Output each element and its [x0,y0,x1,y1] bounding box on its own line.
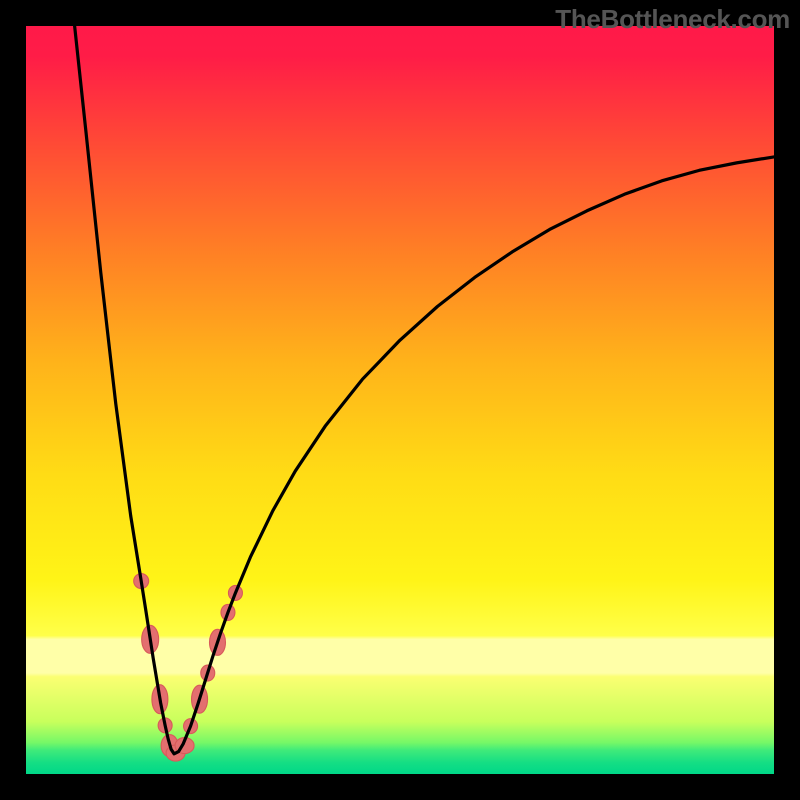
bottleneck-chart [0,0,800,800]
chart-frame: TheBottleneck.com [0,0,800,800]
watermark-text: TheBottleneck.com [555,4,790,35]
gradient-background [26,26,774,774]
